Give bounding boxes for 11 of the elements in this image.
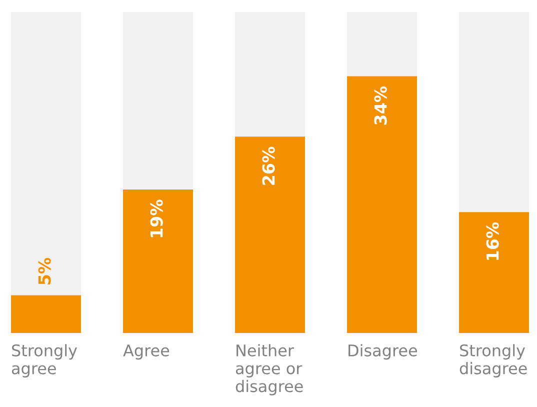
data-label: 26% [262, 146, 275, 185]
x-tick-label: Agree [123, 344, 170, 360]
data-label: 5% [38, 258, 51, 284]
x-tick-label: Disagree [348, 344, 417, 360]
data-label: 19% [150, 200, 163, 238]
bar [11, 295, 81, 333]
x-tick-label: Strongly disagree [460, 344, 527, 378]
x-tick-label: Strongly agree [12, 344, 78, 378]
data-label: 34% [374, 86, 387, 125]
x-tick-label: Neither agree or disagree [236, 344, 303, 396]
data-label: 16% [486, 222, 499, 260]
